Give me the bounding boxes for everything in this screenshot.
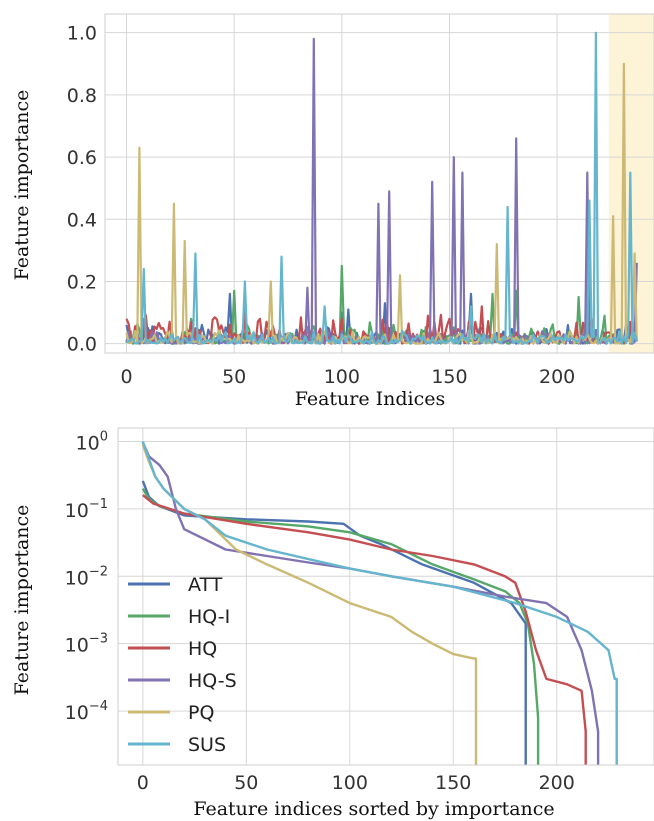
y-tick-label: 0.6 xyxy=(67,147,97,169)
chart-top-frame xyxy=(104,13,654,354)
chart-top-gridlines xyxy=(105,14,654,353)
y-tick-label: 0.2 xyxy=(67,271,97,293)
y-tick-label: 10−4 xyxy=(65,699,108,724)
chart-top-series xyxy=(125,31,638,345)
series-line-hq-s xyxy=(125,37,638,345)
chart-bottom-y-ticks: 100 10−1 10−2 10−3 10−4 xyxy=(65,429,108,724)
chart-top: 0 50 100 150 200 0.0 0.2 0.4 0.6 0.8 1.0 Feature … xyxy=(11,13,654,410)
x-tick-label: 100 xyxy=(332,772,368,794)
chart-bottom: 0 50 100 150 200 100 10−1 10−2 10−3 10−4 ATT HQ-I… xyxy=(11,427,654,820)
series-line-sus xyxy=(125,31,638,345)
x-tick-label: 50 xyxy=(222,366,246,388)
chart-bottom-ylabel: Feature importance xyxy=(11,505,33,696)
y-tick-label: 10−3 xyxy=(65,632,108,657)
chart-top-x-ticks: 0 50 100 150 200 xyxy=(120,366,575,388)
x-tick-label: 0 xyxy=(137,772,149,794)
series-line-pq xyxy=(125,62,638,345)
y-tick-label: 0.8 xyxy=(67,85,97,107)
x-tick-label: 0 xyxy=(120,366,132,388)
chart-bottom-series xyxy=(141,441,618,765)
chart-top-xlabel: Feature Indices xyxy=(295,388,446,410)
chart-bottom-frame xyxy=(117,427,654,766)
chart-bottom-xlabel: Feature indices sorted by importance xyxy=(193,798,554,820)
series-line-hq xyxy=(142,494,587,765)
x-tick-label: 100 xyxy=(324,366,360,388)
y-tick-label: 100 xyxy=(76,429,108,454)
legend-label: HQ-S xyxy=(188,670,237,692)
legend-label: HQ-I xyxy=(188,606,230,628)
y-tick-label: 10−1 xyxy=(65,497,108,522)
y-tick-label: 10−2 xyxy=(65,564,108,589)
legend-label: HQ xyxy=(188,638,217,660)
y-tick-label: 0.0 xyxy=(67,334,97,356)
chart-bottom-legend: ATT HQ-I HQ HQ-S PQ SUS xyxy=(128,574,237,756)
x-tick-label: 50 xyxy=(234,772,258,794)
chart-top-y-ticks: 0.0 0.2 0.4 0.6 0.8 1.0 xyxy=(67,23,97,356)
x-tick-label: 150 xyxy=(435,772,471,794)
legend-label: ATT xyxy=(188,574,223,596)
x-tick-label: 200 xyxy=(539,366,575,388)
y-tick-label: 1.0 xyxy=(67,23,97,45)
x-tick-label: 150 xyxy=(431,366,467,388)
legend-label: SUS xyxy=(188,734,226,756)
chart-bottom-x-ticks: 0 50 100 150 200 xyxy=(137,772,575,794)
series-line-sus xyxy=(141,441,618,765)
chart-top-ylabel: Feature importance xyxy=(11,90,33,281)
y-tick-label: 0.4 xyxy=(67,209,97,231)
x-tick-label: 200 xyxy=(539,772,575,794)
legend-label: PQ xyxy=(188,702,214,724)
